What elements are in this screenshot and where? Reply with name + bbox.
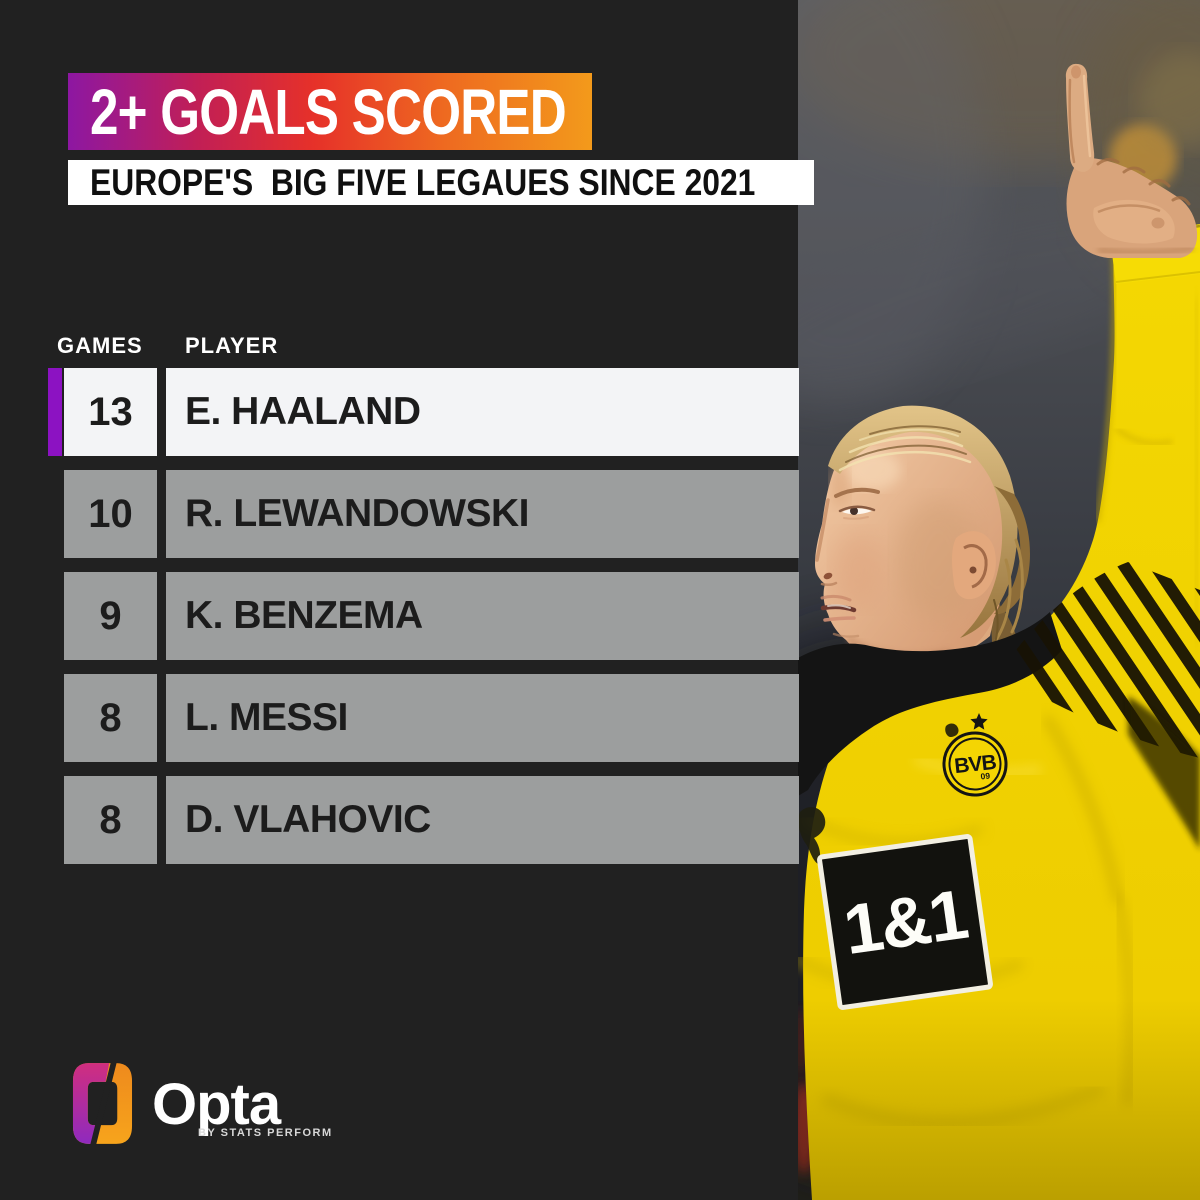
cell-gap (157, 572, 166, 660)
puma-logo (798, 807, 826, 864)
bokeh-light (1138, 52, 1200, 148)
games-cell: 9 (64, 572, 157, 660)
nose-line (815, 498, 830, 562)
sponsor-text: 1&1 (839, 875, 971, 969)
table-row: 9 K. BENZEMA (48, 572, 799, 660)
cell-gap (157, 674, 166, 762)
column-header-player: PLAYER (185, 333, 279, 358)
player-cell: E. HAALAND (166, 368, 799, 456)
collar (798, 612, 1062, 796)
mouth (820, 604, 857, 613)
player-cell: R. LEWANDOWSKI (166, 470, 799, 558)
puma-mini-icon (945, 723, 959, 737)
player-photo: BVB 09 1&1 (798, 0, 1200, 1200)
shoulder-stripes (1010, 562, 1200, 758)
row-accent-bar (48, 674, 62, 762)
eyebrow (834, 487, 880, 498)
player-cell: L. MESSI (166, 674, 799, 762)
thumb (1093, 199, 1175, 244)
table-row: 8 L. MESSI (48, 674, 799, 762)
opta-wordmark: Opta (152, 1072, 281, 1137)
sponsor-badge: 1&1 (817, 834, 993, 1010)
player-cell: D. VLAHOVIC (166, 776, 799, 864)
games-cell: 13 (64, 368, 157, 456)
games-cell: 8 (64, 776, 157, 864)
iris (850, 507, 858, 515)
column-header-games: GAMES (57, 333, 143, 358)
row-accent-bar (48, 572, 62, 660)
nostril (823, 572, 833, 580)
star-icon (970, 713, 988, 730)
subtitle-text: EUROPE'S BIG FIVE LEGAUES SINCE 2021 (90, 161, 756, 203)
table-row: 8 D. VLAHOVIC (48, 776, 799, 864)
ear (952, 531, 996, 600)
stats-table: 13 E. HAALAND 10 R. LEWANDOWSKI 9 K. BEN… (48, 368, 799, 878)
games-cell: 8 (64, 674, 157, 762)
opta-byline: BY STATS PERFORM (198, 1127, 333, 1139)
cell-gap (157, 776, 166, 864)
row-accent-bar (48, 368, 62, 456)
subtitle-bar: EUROPE'S BIG FIVE LEGAUES SINCE 2021 (68, 160, 814, 205)
table-row: 10 R. LEWANDOWSKI (48, 470, 799, 558)
opta-logo-icon (72, 1062, 133, 1145)
bvb-badge-text: BVB (953, 751, 997, 778)
haaland-figure: BVB 09 1&1 (798, 63, 1200, 1200)
title-banner: 2+ GOALS SCORED (68, 73, 592, 150)
lower-lip (823, 616, 856, 622)
cell-gap (157, 368, 166, 456)
player-cell: K. BENZEMA (166, 572, 799, 660)
upper-lip (820, 594, 852, 602)
row-accent-bar (48, 776, 62, 864)
row-accent-bar (48, 470, 62, 558)
cell-gap (157, 470, 166, 558)
table-row: 13 E. HAALAND (48, 368, 799, 456)
bvb-badge-year: 09 (980, 770, 991, 781)
page-title: 2+ GOALS SCORED (90, 75, 567, 148)
index-finger (1065, 63, 1095, 172)
games-cell: 10 (64, 470, 157, 558)
pointing-hand (1065, 63, 1198, 258)
bvb-badge: BVB 09 (942, 731, 1008, 797)
